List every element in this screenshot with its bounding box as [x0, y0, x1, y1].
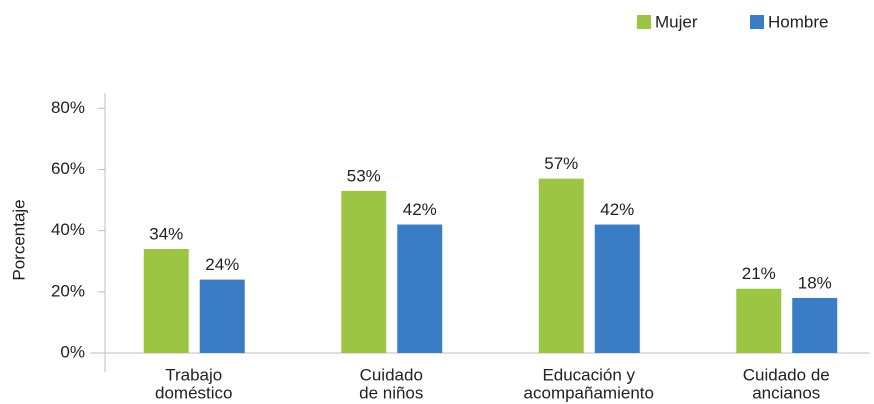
x-tick-label: Educación y: [542, 365, 635, 384]
bar: [792, 297, 838, 353]
bar: [341, 190, 387, 353]
y-tick-label: 40%: [51, 220, 85, 239]
legend-label: Hombre: [768, 12, 828, 31]
x-tick-label: acompañamiento: [524, 383, 654, 402]
value-label: 24%: [205, 255, 239, 274]
value-label: 21%: [742, 264, 776, 283]
y-tick-label: 60%: [51, 159, 85, 178]
bar: [397, 224, 443, 353]
value-label: 53%: [347, 166, 381, 185]
bar: [143, 249, 189, 353]
x-tick-label: Cuidado de: [743, 365, 830, 384]
x-tick-label: doméstico: [155, 383, 232, 402]
bar: [594, 224, 640, 353]
legend-swatch: [750, 15, 764, 29]
value-label: 42%: [403, 200, 437, 219]
value-label: 18%: [798, 273, 832, 292]
value-label: 34%: [149, 224, 183, 243]
x-tick-label: Trabajo: [165, 365, 222, 384]
value-label: 57%: [544, 154, 578, 173]
legend-swatch: [637, 15, 651, 29]
x-tick-label: de niños: [359, 383, 423, 402]
x-tick-label: ancianos: [752, 383, 820, 402]
legend-label: Mujer: [655, 12, 698, 31]
value-label: 42%: [600, 200, 634, 219]
y-tick-label: 20%: [51, 281, 85, 300]
y-tick-label: 0%: [60, 342, 85, 361]
y-tick-label: 80%: [51, 98, 85, 117]
x-tick-label: Cuidado: [360, 365, 423, 384]
y-axis-title: Porcentaje: [9, 199, 28, 280]
bar: [538, 178, 584, 353]
bar: [736, 288, 782, 353]
bar: [199, 279, 245, 353]
